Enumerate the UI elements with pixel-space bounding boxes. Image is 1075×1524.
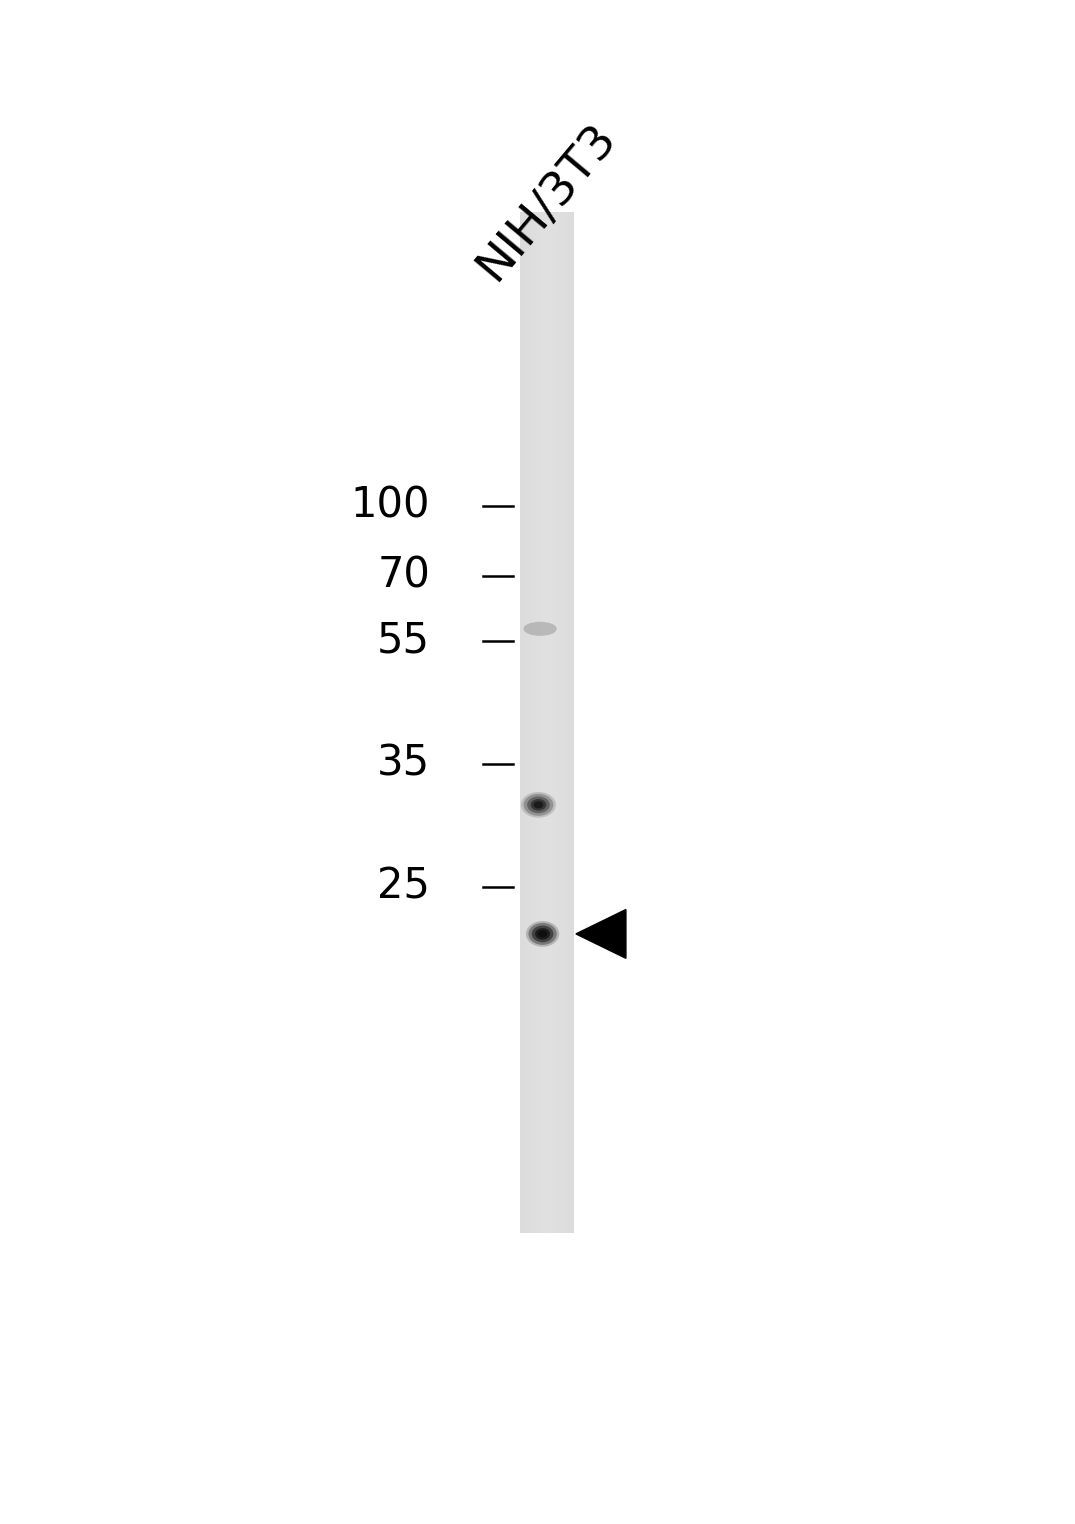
Bar [526,212,527,1233]
Bar [531,212,532,1233]
Bar [543,212,544,1233]
Ellipse shape [535,928,550,940]
Bar [554,212,555,1233]
Bar [532,212,533,1233]
Bar [541,212,542,1233]
Bar [525,212,526,1233]
Text: 70: 70 [377,555,430,597]
Bar [567,212,568,1233]
Bar [542,212,543,1233]
Bar [519,212,520,1233]
Bar [550,212,551,1233]
Bar [573,212,574,1233]
Bar [544,212,545,1233]
Bar [540,212,541,1233]
Bar [548,212,549,1233]
Ellipse shape [532,925,554,942]
Ellipse shape [527,797,549,814]
Ellipse shape [524,794,554,815]
Bar [553,212,554,1233]
Bar [549,212,550,1233]
Bar [556,212,557,1233]
Bar [562,212,563,1233]
Bar [563,212,564,1233]
Polygon shape [576,910,626,959]
Text: 55: 55 [377,620,430,661]
Bar [557,212,558,1233]
Bar [561,212,562,1233]
Bar [545,212,546,1233]
Bar [521,212,522,1233]
Ellipse shape [531,799,546,811]
Bar [564,212,565,1233]
Ellipse shape [538,930,547,937]
Bar [535,212,536,1233]
Bar [538,212,539,1233]
Bar [568,212,569,1233]
Bar [527,212,528,1233]
Bar [528,212,530,1233]
Bar [524,212,525,1233]
Bar [522,212,524,1233]
Ellipse shape [529,924,557,945]
Ellipse shape [524,622,557,636]
Ellipse shape [533,802,543,808]
Bar [560,212,561,1233]
Text: 35: 35 [377,742,430,785]
Bar [559,212,560,1233]
Bar [558,212,559,1233]
Bar [547,212,548,1233]
Ellipse shape [526,920,559,946]
Text: 25: 25 [377,866,430,908]
Text: NIH/3T3: NIH/3T3 [468,114,625,288]
Bar [565,212,567,1233]
Ellipse shape [521,792,556,818]
Bar [534,212,535,1233]
Bar [555,212,556,1233]
Bar [571,212,572,1233]
Bar [546,212,547,1233]
Bar [572,212,573,1233]
Bar [530,212,531,1233]
Bar [533,212,534,1233]
Text: 100: 100 [350,485,430,527]
Bar [520,212,521,1233]
Bar [539,212,540,1233]
Bar [536,212,538,1233]
Bar [551,212,553,1233]
Bar [569,212,570,1233]
Bar [570,212,571,1233]
